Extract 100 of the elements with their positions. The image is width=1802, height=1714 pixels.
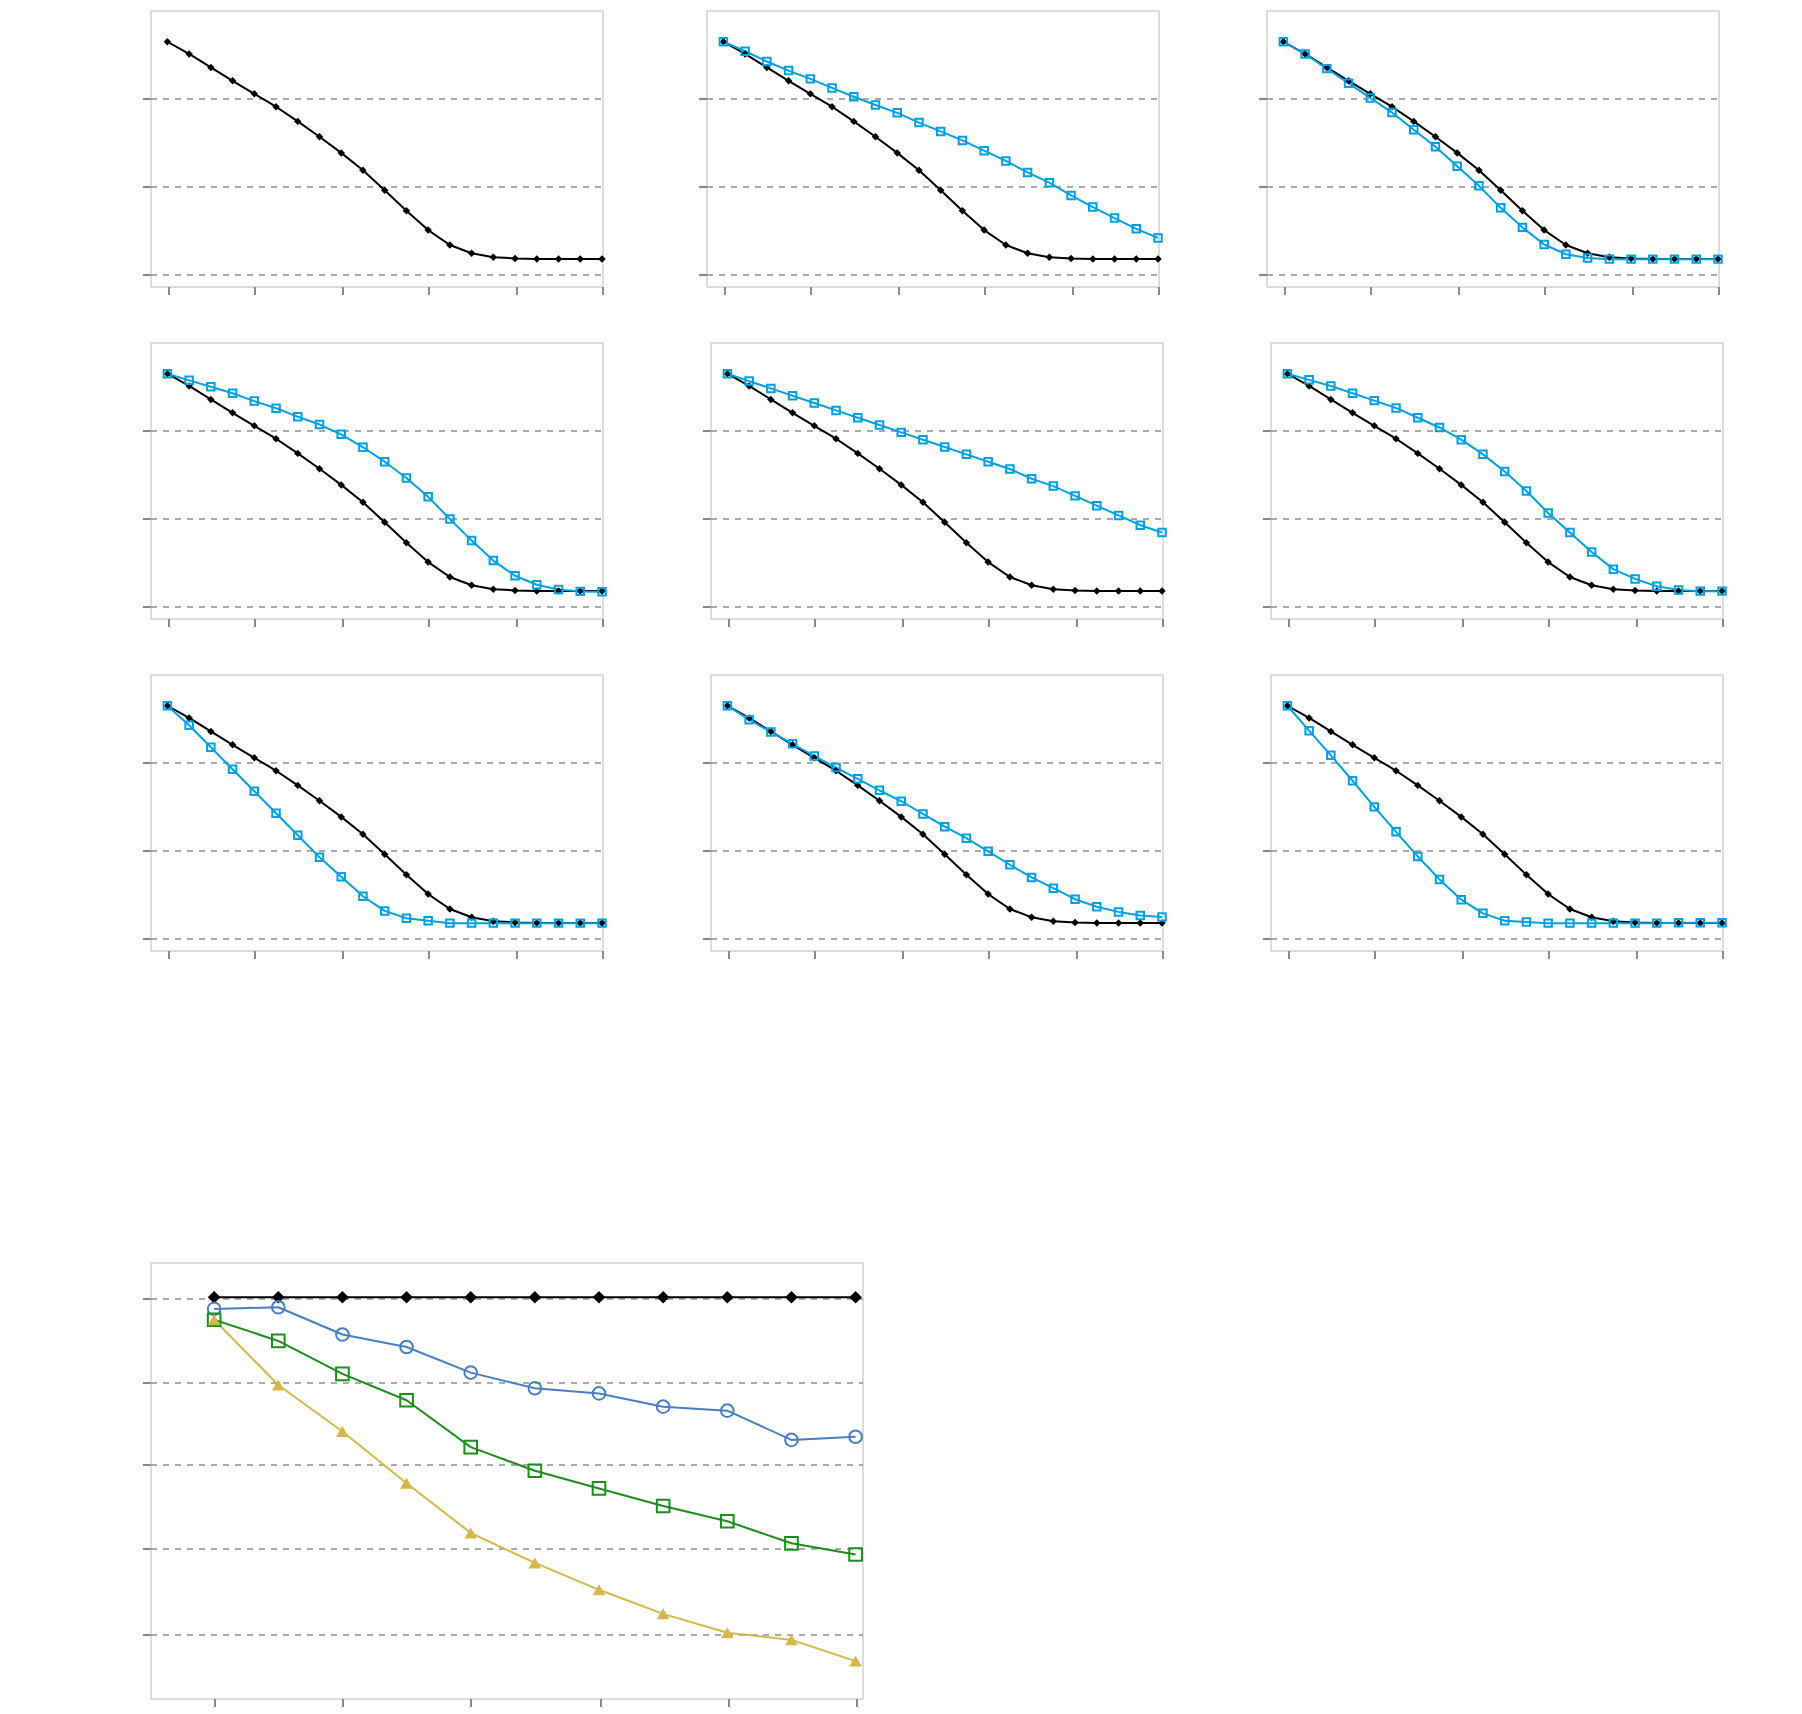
point (400, 1290, 413, 1304)
point (1521, 486, 1532, 496)
point (961, 449, 972, 460)
point (337, 813, 345, 821)
point (1565, 527, 1575, 538)
point (1005, 860, 1015, 870)
point (918, 809, 928, 819)
point (1048, 883, 1059, 893)
point (766, 383, 776, 394)
point (656, 1608, 670, 1620)
point (983, 456, 993, 467)
point (870, 100, 881, 110)
point (314, 419, 325, 430)
point (163, 38, 172, 46)
point (871, 133, 880, 141)
point (1369, 802, 1380, 812)
point (1517, 222, 1528, 233)
point (655, 1399, 671, 1414)
point (1347, 775, 1358, 786)
point (184, 375, 194, 386)
point (961, 833, 972, 843)
point (1044, 177, 1055, 188)
point (1586, 918, 1597, 928)
point (314, 852, 325, 862)
point (1304, 375, 1314, 385)
point (206, 381, 216, 392)
point (1022, 167, 1033, 178)
point (1135, 520, 1146, 530)
point (533, 255, 541, 263)
point (1088, 202, 1098, 212)
point (787, 390, 798, 401)
point (1027, 581, 1036, 590)
point (1413, 412, 1423, 423)
point (897, 813, 905, 821)
point (271, 1379, 285, 1391)
point (591, 1386, 607, 1401)
point (1522, 539, 1531, 547)
point (874, 420, 885, 430)
point (228, 77, 237, 85)
point (1048, 481, 1059, 491)
point (1499, 915, 1510, 926)
point (1435, 797, 1444, 805)
point (591, 1481, 607, 1496)
point (1326, 750, 1336, 761)
point (828, 102, 836, 111)
point (1347, 388, 1358, 399)
point (1609, 585, 1618, 593)
point (488, 555, 499, 566)
point (206, 742, 216, 753)
point (336, 1290, 349, 1304)
point (849, 91, 859, 102)
point (528, 1290, 542, 1304)
point (1093, 587, 1101, 595)
point (656, 1290, 670, 1304)
point (1414, 449, 1422, 458)
point (785, 1634, 798, 1646)
point (1348, 409, 1357, 417)
point (250, 422, 259, 430)
point (1113, 907, 1124, 917)
point (315, 465, 324, 473)
point (1387, 107, 1397, 118)
point (719, 1513, 735, 1529)
point (400, 1477, 413, 1489)
point (958, 207, 967, 215)
point (1369, 395, 1380, 406)
point (1539, 239, 1549, 250)
point (335, 1366, 350, 1382)
point (1500, 850, 1509, 858)
point (294, 781, 302, 790)
point (228, 409, 237, 417)
point (1582, 253, 1593, 263)
point (510, 571, 520, 581)
point (831, 762, 841, 773)
point (249, 786, 260, 796)
point (1026, 474, 1037, 484)
point (918, 434, 928, 445)
point (939, 821, 950, 832)
point (1413, 851, 1423, 862)
point (1431, 133, 1440, 141)
point (380, 518, 389, 526)
point (379, 456, 390, 467)
point (1391, 403, 1401, 413)
point (527, 1463, 543, 1479)
point (467, 249, 476, 258)
point (849, 1655, 862, 1667)
point (655, 1498, 671, 1514)
point (854, 449, 862, 458)
point (896, 796, 906, 806)
point (335, 1327, 350, 1342)
point (315, 797, 324, 805)
point (336, 871, 346, 882)
point (358, 442, 368, 453)
point (463, 1439, 479, 1455)
point (1049, 585, 1058, 593)
point (207, 395, 215, 404)
point (1474, 181, 1484, 191)
point (445, 514, 455, 524)
point (1499, 466, 1510, 477)
point (1456, 434, 1466, 445)
point (402, 539, 411, 547)
